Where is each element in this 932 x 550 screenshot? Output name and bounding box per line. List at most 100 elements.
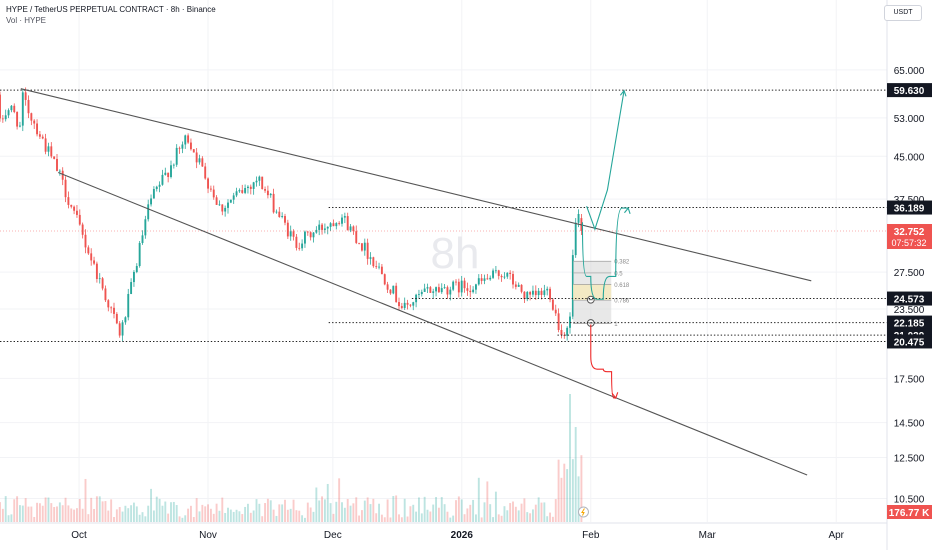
- trend-channel[interactable]: [20, 88, 812, 476]
- volume-bar: [349, 505, 352, 522]
- volume-bar: [227, 507, 229, 522]
- candle-body: [343, 216, 346, 218]
- volume-bar: [98, 496, 101, 522]
- volume-bar: [489, 504, 492, 522]
- symbol-title[interactable]: HYPE / TetherUS PERPETUAL CONTRACT · 8h …: [6, 5, 216, 14]
- volume-bar: [338, 478, 341, 522]
- projection-down-arrow[interactable]: [590, 324, 616, 399]
- volume-bar: [398, 514, 400, 522]
- last-price-tag[interactable]: [887, 223, 932, 249]
- volume-bar: [457, 496, 460, 522]
- level-price-tag[interactable]: [887, 83, 932, 98]
- volume-bar: [218, 510, 221, 522]
- level-price-tag[interactable]: [887, 315, 932, 330]
- volume-bar: [395, 495, 398, 522]
- volume-bar: [247, 503, 249, 522]
- candle-body: [514, 284, 517, 287]
- time-axis[interactable]: Oct Nov Dec 2026 Feb Mar Apr: [0, 506, 887, 541]
- time-tick-label: 2026: [451, 530, 474, 541]
- volume-bar: [141, 512, 144, 522]
- candle-body: [386, 284, 389, 290]
- candle-body: [432, 291, 435, 293]
- candle-body: [497, 270, 500, 276]
- candle-body: [150, 198, 152, 205]
- projection-up-arrow[interactable]: [581, 207, 629, 300]
- volume-bar: [161, 505, 164, 522]
- price-tick-label: 17.500: [894, 374, 925, 385]
- fib-retracement[interactable]: 0.382 0.5 0.618 0.786 1: [573, 260, 630, 328]
- candle-body: [346, 216, 349, 231]
- volume-bar: [164, 501, 167, 522]
- currency-button[interactable]: USDT: [884, 5, 922, 21]
- candle-body: [549, 288, 551, 300]
- volume-bar: [452, 515, 455, 522]
- volume-bar: [170, 502, 172, 522]
- price-tick-label: 23.500: [894, 305, 925, 316]
- level-price-label: 24.573: [894, 295, 925, 306]
- volume-legend: Vol · HYPE: [6, 16, 47, 25]
- volume-bar: [355, 497, 358, 522]
- volume-bar: [44, 497, 47, 522]
- volume-bar: [326, 483, 329, 522]
- volume-bar: [335, 501, 338, 522]
- volume-bar: [84, 478, 87, 522]
- candle-body: [329, 223, 332, 227]
- candle-body: [192, 149, 195, 153]
- volume-bar: [252, 510, 255, 522]
- volume-bar: [298, 510, 301, 522]
- volume-bar: [400, 517, 403, 522]
- channel-lower-line[interactable]: [58, 172, 808, 476]
- candle-body: [380, 266, 383, 275]
- time-tick-label: Dec: [324, 530, 342, 541]
- candle-body: [161, 174, 164, 185]
- volume-bar: [455, 500, 457, 522]
- volume-bar: [304, 517, 306, 522]
- volume-bar: [432, 504, 435, 522]
- candle-body: [144, 219, 147, 236]
- candle-body: [195, 152, 198, 163]
- candle-body: [238, 190, 241, 192]
- volume-bar: [329, 503, 332, 522]
- volume-bar: [332, 513, 335, 522]
- price-axis[interactable]: 65.00053.00045.00037.50027.50023.50017.5…: [886, 0, 932, 550]
- level-price-label: 36.189: [894, 204, 925, 215]
- volume-tag[interactable]: [887, 505, 932, 519]
- volume-bar: [58, 502, 61, 522]
- volume-bar: [483, 502, 486, 522]
- volume-bar: [477, 477, 480, 522]
- candle-body: [4, 115, 7, 120]
- volume-bar: [204, 506, 207, 522]
- level-price-tag[interactable]: [887, 200, 932, 215]
- candle-body: [532, 290, 534, 295]
- candle-body: [127, 293, 130, 318]
- volume-bar: [309, 507, 312, 522]
- candle-body: [437, 287, 440, 293]
- candle-body: [298, 247, 301, 249]
- channel-upper-line[interactable]: [20, 88, 812, 282]
- projection-up-arrow-head: [624, 206, 631, 214]
- volume-bar: [546, 516, 549, 522]
- level-price-tag[interactable]: [887, 291, 932, 306]
- volume-bar: [423, 496, 426, 522]
- volume-bar: [190, 505, 192, 522]
- volume-bar: [61, 505, 64, 522]
- candle-body: [503, 276, 506, 278]
- level-price-tag[interactable]: [887, 334, 932, 349]
- candle-body: [204, 166, 207, 179]
- volume-bar: [440, 497, 443, 522]
- volume-bar: [16, 496, 19, 522]
- volume-bar: [87, 514, 90, 522]
- projection-arrows[interactable]: [581, 89, 631, 400]
- volume-bar: [469, 504, 472, 522]
- projection-up-alt-arrow[interactable]: [586, 90, 625, 231]
- level-lines[interactable]: [0, 89, 887, 342]
- volume-bar: [523, 498, 526, 522]
- candle-body: [480, 278, 483, 281]
- candle-body: [41, 136, 44, 139]
- candle-body: [24, 92, 27, 100]
- volume-bar: [517, 510, 520, 522]
- candle-body: [152, 189, 155, 199]
- candle-body: [543, 290, 546, 295]
- volume-bar: [4, 496, 7, 522]
